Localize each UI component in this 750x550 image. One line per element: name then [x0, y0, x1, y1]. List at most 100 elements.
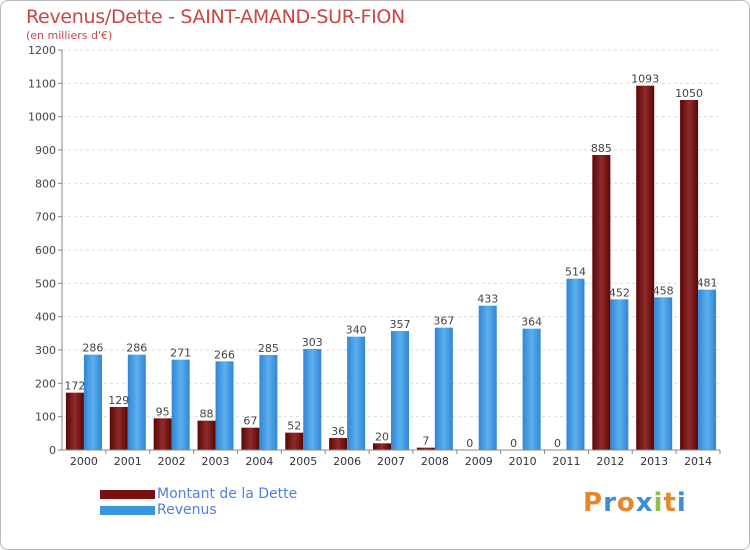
proxiti-logo: Proxiti — [583, 488, 687, 518]
data-label-revenue: 266 — [214, 348, 235, 361]
data-label-debt: 88 — [200, 408, 214, 421]
data-label-revenue: 357 — [390, 318, 411, 331]
x-tick-label: 2013 — [640, 455, 668, 468]
y-tick-label: 1200 — [28, 44, 56, 57]
y-tick-label: 600 — [35, 244, 56, 257]
data-label-revenue: 271 — [170, 347, 191, 360]
bar-debt — [241, 427, 260, 450]
bar-debt — [65, 392, 84, 450]
data-label-revenue: 340 — [346, 324, 367, 337]
bar-debt — [373, 443, 391, 450]
bar-revenue — [566, 278, 585, 450]
x-tick-label: 2008 — [421, 455, 449, 468]
data-label-revenue: 286 — [126, 342, 147, 355]
bar-debt — [197, 420, 216, 450]
x-tick-label: 2005 — [289, 455, 317, 468]
data-label-revenue: 285 — [258, 342, 279, 355]
data-label-debt: 1050 — [675, 87, 703, 100]
y-tick-label: 400 — [35, 311, 56, 324]
data-label-debt: 885 — [591, 142, 612, 155]
chart-subtitle: (en milliers d'€) — [26, 29, 113, 42]
data-label-debt: 1093 — [631, 73, 659, 86]
bar-revenue — [83, 354, 102, 450]
data-label-debt: 20 — [375, 430, 389, 443]
x-tick-label: 2006 — [333, 455, 361, 468]
x-tick-label: 2009 — [465, 455, 493, 468]
bar-debt — [416, 447, 435, 450]
data-label-revenue: 514 — [565, 266, 586, 279]
logo-letter: P — [583, 488, 604, 518]
legend-item-debt: Montant de la Dette — [100, 486, 297, 502]
label-layer: 172 286 129 286 95 271 88 266 67 285 52 303 36 340 20 3… — [64, 73, 717, 450]
legend-swatch-revenue — [100, 505, 155, 515]
bar-revenue — [127, 354, 146, 450]
y-tick-label: 1100 — [28, 77, 56, 90]
bar-revenue — [303, 349, 322, 450]
bar-revenue — [171, 359, 190, 450]
bar-layer — [65, 85, 717, 451]
y-tick-label: 700 — [35, 211, 56, 224]
x-tick-label: 2014 — [684, 455, 712, 468]
legend: Montant de la Dette Revenus — [100, 486, 297, 518]
bar-revenue — [434, 327, 453, 450]
bar-revenue — [698, 289, 717, 450]
data-label-revenue: 458 — [653, 284, 674, 297]
y-tick-label: 500 — [35, 277, 56, 290]
data-label-debt: 36 — [331, 425, 345, 438]
x-tick-label: 2007 — [377, 455, 405, 468]
bar-revenue — [215, 361, 234, 450]
bar-revenue — [478, 305, 497, 450]
x-tick-label: 2012 — [596, 455, 624, 468]
data-label-debt: 67 — [243, 415, 257, 428]
logo-letter: o — [616, 488, 636, 518]
legend-item-revenue: Revenus — [100, 502, 297, 518]
data-label-revenue: 481 — [697, 277, 718, 290]
data-label-debt: 0 — [466, 437, 473, 450]
data-label-revenue: 452 — [609, 286, 630, 299]
bar-revenue — [259, 355, 278, 450]
y-tick-label: 100 — [35, 411, 56, 424]
x-tick-label: 2002 — [158, 455, 186, 468]
data-label-revenue: 303 — [302, 336, 323, 349]
y-tick-label: 800 — [35, 177, 56, 190]
legend-swatch-debt — [100, 489, 155, 499]
logo-letter: t — [663, 488, 677, 518]
legend-label-revenue: Revenus — [157, 502, 217, 518]
bar-revenue — [347, 336, 366, 450]
logo-letter: i — [653, 488, 664, 518]
data-label-debt: 0 — [554, 437, 561, 450]
y-tick-label: 1000 — [28, 111, 56, 124]
bar-revenue — [391, 331, 409, 450]
x-tick-label: 2004 — [245, 455, 273, 468]
bar-revenue — [522, 328, 541, 450]
bar-debt — [329, 438, 348, 450]
bar-debt — [592, 155, 611, 450]
x-tick-label: 2011 — [552, 455, 580, 468]
bar-debt — [680, 100, 699, 450]
legend-label-debt: Montant de la Dette — [157, 486, 298, 502]
y-tick-label: 0 — [49, 444, 56, 457]
data-label-debt: 172 — [64, 380, 85, 393]
bar-debt — [636, 85, 655, 451]
bar-debt — [109, 407, 128, 450]
bar-debt — [285, 432, 304, 450]
data-label-debt: 52 — [287, 420, 301, 433]
y-tick-label: 300 — [35, 344, 56, 357]
axis-layer: 0100200300400500600700800900100011001200… — [28, 44, 721, 468]
bar-revenue — [654, 297, 673, 450]
bar-revenue — [610, 299, 629, 450]
x-tick-label: 2000 — [70, 455, 98, 468]
data-label-revenue: 364 — [521, 316, 542, 329]
y-tick-label: 200 — [35, 377, 56, 390]
data-label-debt: 0 — [510, 437, 517, 450]
y-tick-label: 900 — [35, 144, 56, 157]
data-label-revenue: 286 — [82, 342, 103, 355]
data-label-revenue: 367 — [433, 315, 454, 328]
bar-debt — [153, 418, 172, 450]
x-tick-label: 2001 — [114, 455, 142, 468]
data-label-debt: 129 — [108, 394, 129, 407]
logo-letter: r — [603, 488, 617, 518]
x-tick-label: 2010 — [509, 455, 537, 468]
